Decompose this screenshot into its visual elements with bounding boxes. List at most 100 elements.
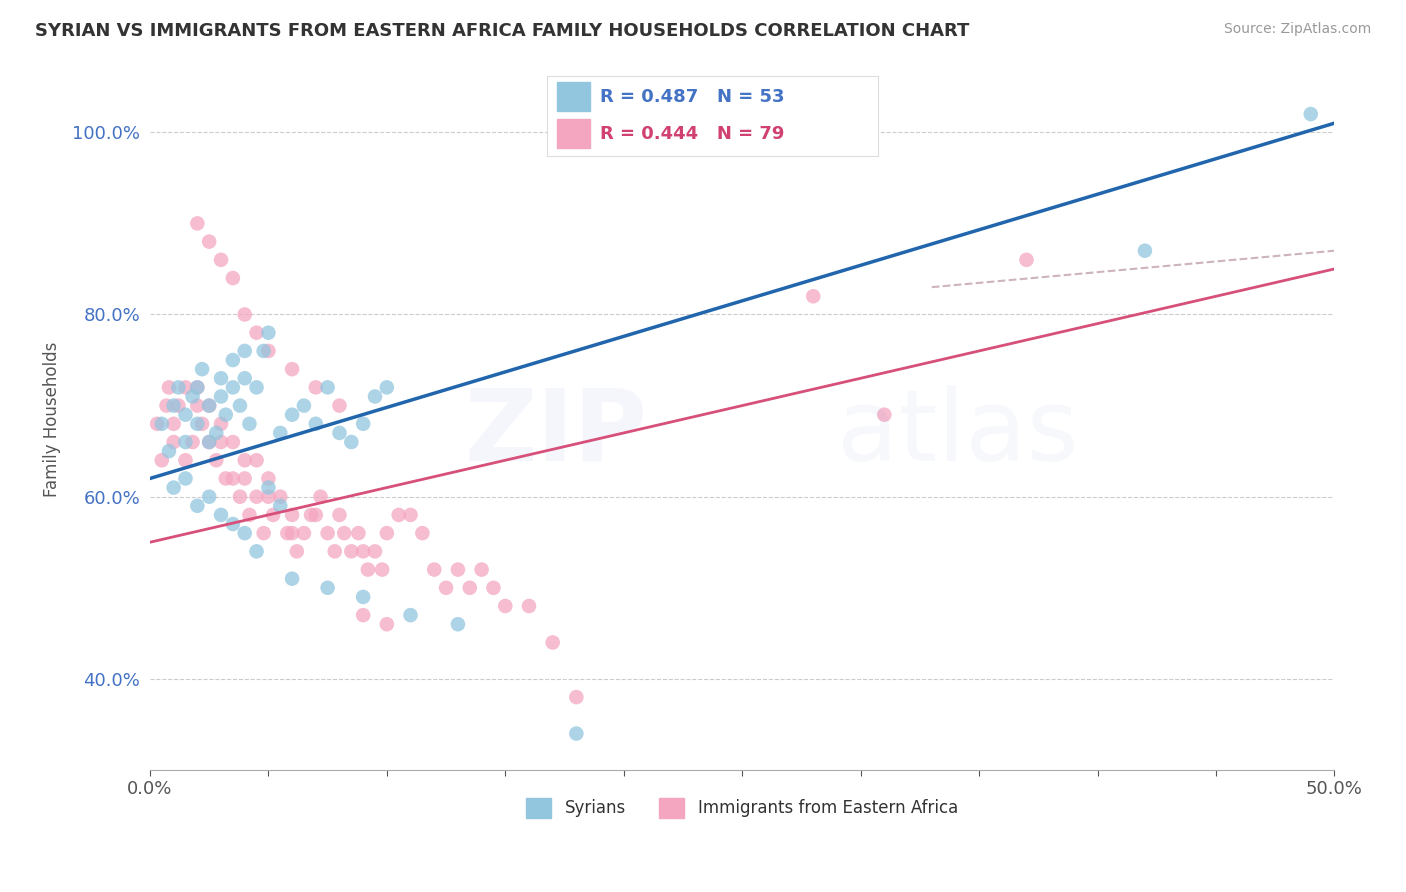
Point	[245, 453, 267, 467]
Point	[375, 380, 398, 394]
Point	[352, 544, 374, 558]
Point	[434, 581, 457, 595]
Point	[198, 399, 221, 413]
Text: ZIP: ZIP	[464, 384, 647, 482]
Point	[352, 590, 374, 604]
Point	[233, 343, 256, 358]
Point	[229, 399, 252, 413]
Point	[191, 417, 214, 431]
Point	[281, 526, 304, 541]
Point	[447, 617, 470, 632]
Point	[163, 417, 186, 431]
Point	[305, 508, 328, 522]
Point	[482, 581, 505, 595]
Point	[245, 490, 267, 504]
Point	[423, 563, 446, 577]
Point	[253, 343, 276, 358]
Point	[323, 544, 346, 558]
Point	[471, 563, 494, 577]
Point	[565, 690, 588, 705]
Point	[209, 389, 232, 403]
Point	[281, 408, 304, 422]
Point	[157, 380, 180, 394]
Point	[222, 435, 245, 450]
Point	[222, 516, 245, 531]
Point	[198, 235, 221, 249]
Point	[257, 481, 280, 495]
Point	[155, 399, 177, 413]
Point	[357, 563, 380, 577]
Point	[174, 380, 197, 394]
Point	[340, 435, 363, 450]
Point	[150, 453, 173, 467]
Point	[399, 508, 422, 522]
Point	[347, 526, 370, 541]
Point	[181, 389, 204, 403]
Point	[281, 508, 304, 522]
Point	[299, 508, 322, 522]
Point	[364, 389, 387, 403]
Point	[281, 572, 304, 586]
Point	[371, 563, 394, 577]
Point	[458, 581, 481, 595]
Text: Source: ZipAtlas.com: Source: ZipAtlas.com	[1223, 22, 1371, 37]
Point	[257, 326, 280, 340]
Point	[447, 563, 470, 577]
Text: SYRIAN VS IMMIGRANTS FROM EASTERN AFRICA FAMILY HOUSEHOLDS CORRELATION CHART: SYRIAN VS IMMIGRANTS FROM EASTERN AFRICA…	[35, 22, 970, 40]
Point	[209, 371, 232, 385]
Point	[198, 435, 221, 450]
Point	[233, 371, 256, 385]
Point	[305, 417, 328, 431]
Point	[316, 380, 339, 394]
Point	[316, 526, 339, 541]
Point	[352, 417, 374, 431]
Point	[262, 508, 284, 522]
Point	[238, 508, 260, 522]
Point	[222, 471, 245, 485]
Point	[375, 526, 398, 541]
Point	[205, 453, 228, 467]
Point	[245, 380, 267, 394]
Point	[276, 526, 298, 541]
Point	[1133, 244, 1156, 258]
Point	[163, 481, 186, 495]
Point	[198, 490, 221, 504]
Point	[205, 425, 228, 440]
Point	[186, 216, 208, 230]
Point	[163, 435, 186, 450]
Point	[399, 608, 422, 623]
Point	[257, 471, 280, 485]
Point	[222, 353, 245, 368]
Point	[215, 408, 238, 422]
Point	[245, 544, 267, 558]
Point	[174, 453, 197, 467]
Point	[565, 726, 588, 740]
Point	[1299, 107, 1322, 121]
Y-axis label: Family Households: Family Households	[44, 342, 60, 497]
Legend: Syrians, Immigrants from Eastern Africa: Syrians, Immigrants from Eastern Africa	[520, 791, 965, 825]
Point	[364, 544, 387, 558]
Point	[198, 435, 221, 450]
Point	[1015, 252, 1038, 267]
Point	[222, 380, 245, 394]
Point	[285, 544, 308, 558]
Point	[209, 435, 232, 450]
Point	[233, 453, 256, 467]
Point	[328, 425, 350, 440]
Point	[186, 417, 208, 431]
Point	[253, 526, 276, 541]
Point	[174, 435, 197, 450]
Point	[233, 526, 256, 541]
Point	[292, 399, 315, 413]
Point	[209, 417, 232, 431]
Point	[873, 408, 896, 422]
Point	[245, 326, 267, 340]
Point	[229, 490, 252, 504]
Point	[167, 380, 190, 394]
Point	[411, 526, 433, 541]
Point	[541, 635, 564, 649]
Point	[146, 417, 169, 431]
Point	[238, 417, 260, 431]
Point	[257, 343, 280, 358]
Point	[328, 508, 350, 522]
